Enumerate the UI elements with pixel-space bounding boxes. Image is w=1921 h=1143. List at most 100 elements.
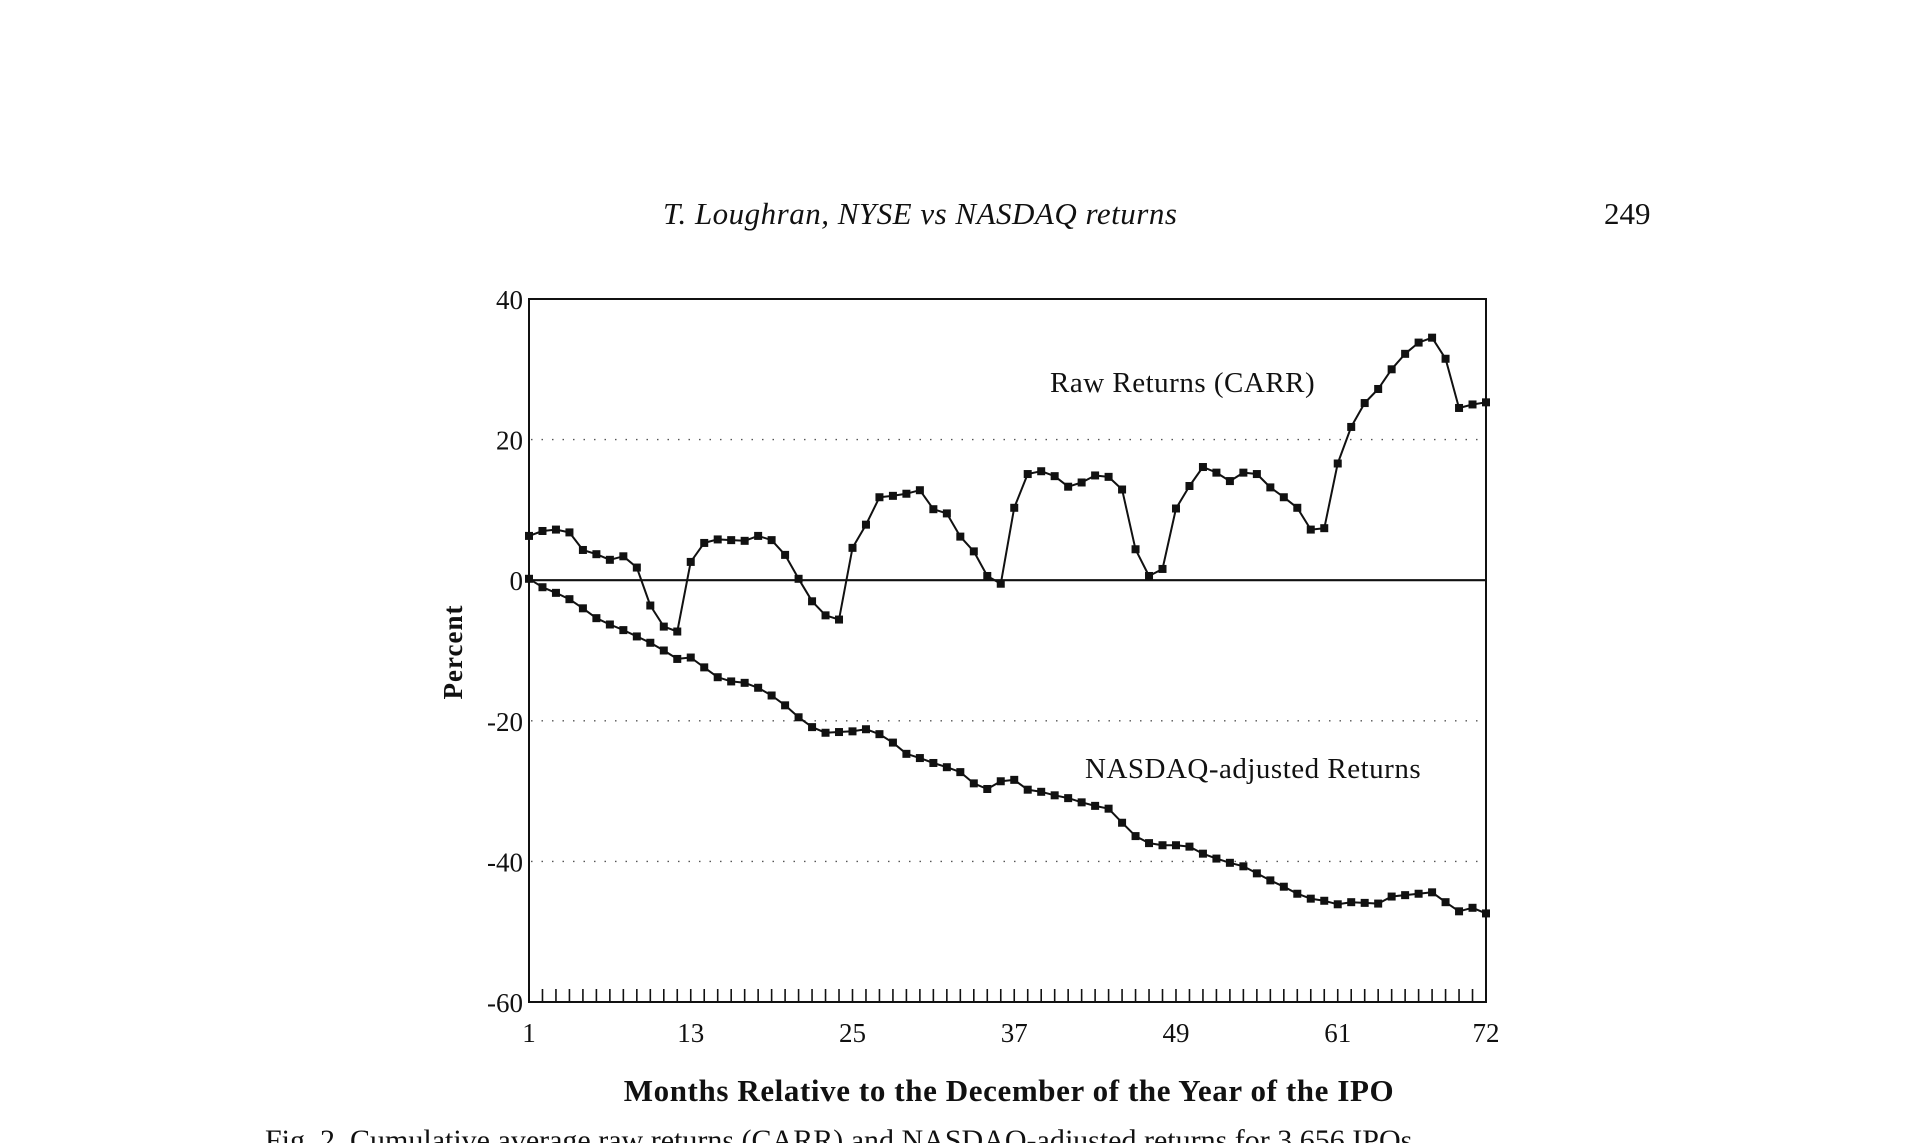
series-point-1: [794, 713, 803, 722]
series-point-1: [1252, 869, 1261, 878]
x-tick-label: 25: [839, 1018, 866, 1048]
series-point-0: [1118, 485, 1127, 494]
series-point-1: [1171, 841, 1180, 850]
series-point-1: [821, 728, 830, 737]
figure-caption-text: Fig. 2. Cumulative average raw returns (…: [265, 1126, 1413, 1143]
series-point-1: [942, 763, 951, 772]
series-point-1: [1455, 907, 1464, 916]
series-point-1: [888, 738, 897, 747]
series-point-1: [1239, 862, 1248, 871]
series-point-0: [1145, 571, 1154, 580]
series-point-0: [1333, 459, 1342, 468]
series-point-0: [1293, 503, 1302, 512]
series-point-0: [740, 536, 749, 545]
series-point-1: [1306, 894, 1315, 903]
series-point-1: [1387, 892, 1396, 901]
series-point-0: [646, 601, 655, 610]
series-point-0: [861, 520, 870, 529]
series-point-1: [1225, 858, 1234, 867]
series-point-0: [1239, 468, 1248, 477]
series-point-0: [1104, 472, 1113, 481]
series-point-0: [1023, 470, 1032, 479]
series-point-1: [835, 728, 844, 737]
series-point-1: [1118, 818, 1127, 827]
series-point-0: [1064, 482, 1073, 491]
x-tick-label: 61: [1324, 1018, 1351, 1048]
series-point-0: [794, 574, 803, 583]
series-layer: [525, 333, 1490, 918]
x-minor-ticks: [528, 989, 1487, 1002]
x-tick-label: 1: [522, 1018, 536, 1048]
series-point-1: [1428, 888, 1437, 897]
series-point-1: [551, 588, 560, 597]
series-point-1: [1104, 804, 1113, 813]
series-point-0: [525, 531, 533, 540]
series-point-1: [673, 654, 682, 663]
series-point-0: [1320, 524, 1329, 533]
series-point-1: [861, 725, 870, 734]
series-point-0: [808, 597, 817, 606]
series-point-0: [1158, 564, 1167, 573]
series-point-1: [1414, 889, 1423, 898]
series-point-0: [942, 509, 951, 518]
series-point-1: [1266, 876, 1275, 885]
series-point-1: [1131, 832, 1140, 841]
series-point-0: [1414, 338, 1423, 347]
x-tick-label: 37: [1001, 1018, 1028, 1048]
y-tick-labels: 40 20 0 -20 -40 -60: [487, 285, 523, 1018]
series-point-1: [1468, 903, 1477, 912]
series-point-0: [673, 627, 682, 636]
series-point-0: [781, 550, 790, 559]
series-point-0: [1091, 471, 1100, 480]
series-point-1: [578, 604, 587, 613]
x-axis-label: Months Relative to the December of the Y…: [624, 1073, 1394, 1108]
series-point-1: [740, 678, 749, 687]
series-point-0: [875, 493, 884, 502]
plot-frame: [528, 298, 1487, 1003]
series-point-1: [1293, 889, 1302, 898]
series-point-0: [1279, 493, 1288, 502]
series-point-0: [754, 531, 763, 540]
series-point-1: [1482, 909, 1490, 918]
series-point-0: [956, 532, 965, 541]
series-point-1: [983, 784, 992, 793]
series-point-0: [1455, 403, 1464, 412]
series-point-1: [646, 638, 655, 647]
running-head: T. Loughran, NYSE vs NASDAQ returns 249: [0, 196, 1921, 236]
series-point-0: [969, 547, 978, 556]
series-point-1: [767, 691, 776, 700]
series-point-1: [632, 632, 641, 641]
series-label-raw-returns: Raw Returns (CARR): [1050, 367, 1315, 399]
x-tick-label: 49: [1162, 1018, 1189, 1048]
series-point-1: [1212, 854, 1221, 863]
series-point-1: [848, 727, 857, 736]
series-point-0: [1171, 504, 1180, 513]
series-point-0: [565, 528, 574, 537]
running-title: T. Loughran, NYSE vs NASDAQ returns: [663, 196, 1178, 231]
series-point-0: [1225, 477, 1234, 486]
series-point-1: [1441, 898, 1450, 907]
series-point-0: [1401, 349, 1410, 358]
series-point-0: [902, 489, 911, 498]
series-point-0: [1050, 472, 1059, 481]
series-point-0: [578, 545, 587, 554]
series-point-0: [632, 563, 641, 572]
series-point-1: [1198, 849, 1207, 858]
series-point-0: [659, 622, 668, 631]
series-point-1: [565, 595, 574, 604]
series-point-1: [956, 768, 965, 777]
series-point-0: [929, 505, 938, 514]
series-point-1: [929, 758, 938, 767]
series-point-0: [983, 571, 992, 580]
series-point-0: [686, 557, 695, 566]
series-point-1: [727, 677, 736, 686]
series-point-1: [902, 749, 911, 758]
series-point-1: [1374, 899, 1383, 908]
series-point-0: [915, 486, 924, 495]
series-point-0: [996, 579, 1005, 588]
figure-caption: Fig. 2. Cumulative average raw returns (…: [265, 1126, 1665, 1143]
series-point-1: [781, 701, 790, 710]
series-point-1: [1360, 898, 1369, 907]
series-point-0: [1387, 365, 1396, 374]
